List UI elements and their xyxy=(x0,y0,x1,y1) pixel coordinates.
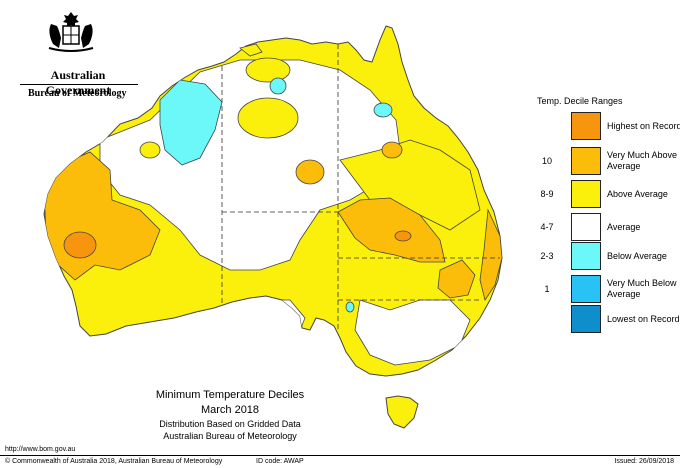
legend-swatch xyxy=(571,213,601,241)
region-below-average-kimberley xyxy=(159,79,223,166)
legend-label: Very Much Below Average xyxy=(607,278,677,299)
legend-item: 10 Very Much Above Average xyxy=(537,147,677,175)
logo-divider xyxy=(20,84,138,85)
legend-range: 2-3 xyxy=(540,251,554,261)
map-title-block: Minimum Temperature Deciles March 2018 D… xyxy=(130,388,330,442)
legend-item: Highest on Record xyxy=(537,112,680,140)
region-above-nt xyxy=(237,97,299,139)
region-very-much-above-se xyxy=(437,259,476,299)
tasmania xyxy=(385,395,419,429)
legend-item: 8-9 Above Average xyxy=(537,180,677,208)
region-very-much-above-cape xyxy=(381,141,403,159)
copyright-text: © Commonwealth of Australia 2018, Austra… xyxy=(5,458,223,465)
legend-swatch xyxy=(571,305,601,333)
coat-of-arms-icon xyxy=(48,12,93,52)
legend-item: 2-3 Below Average xyxy=(537,242,677,270)
legend-label: Below Average xyxy=(607,250,667,261)
legend-swatch xyxy=(571,242,601,270)
region-record-high-wa xyxy=(63,231,97,259)
melville-island xyxy=(239,43,263,57)
id-code: ID code: AWAP xyxy=(256,458,304,465)
legend-title: Temp. Decile Ranges xyxy=(537,96,623,106)
map-period: March 2018 xyxy=(200,404,260,416)
legend-swatch xyxy=(571,112,601,140)
region-very-much-above-east xyxy=(337,197,446,263)
region-average-southeast xyxy=(354,299,471,366)
legend-range: 10 xyxy=(541,156,552,166)
legend-range: 1 xyxy=(544,284,550,294)
map-subtitle-2: Australian Bureau of Meteorology xyxy=(163,431,297,441)
legend-label: Above Average xyxy=(607,188,668,199)
map-title: Minimum Temperature Deciles xyxy=(155,389,305,401)
legend-swatch xyxy=(571,180,601,208)
bom-url: http://www.bom.gov.au xyxy=(5,446,76,453)
legend-item: 1 Very Much Below Average xyxy=(537,275,677,303)
legend-swatch xyxy=(571,147,601,175)
region-below-average-sa xyxy=(345,301,355,313)
legend-label: Very Much Above Average xyxy=(607,150,678,171)
state-borders xyxy=(221,44,500,332)
region-below-average-cape xyxy=(373,102,393,118)
issued-date: Issued: 26/09/2018 xyxy=(614,458,674,465)
bureau-name: Bureau of Meteorology xyxy=(28,88,127,99)
legend-item: 4-7 Average xyxy=(537,213,677,241)
legend-label: Average xyxy=(607,221,641,232)
region-above-wa-north xyxy=(139,141,161,159)
region-record-high-east xyxy=(394,230,412,242)
footer: © Commonwealth of Australia 2018, Austra… xyxy=(0,455,680,468)
map-subtitle-1: Distribution Based on Gridded Data xyxy=(159,419,301,429)
legend-range: 8-9 xyxy=(540,189,554,199)
region-very-much-above-qld xyxy=(295,159,325,185)
gov-logo: Australian Government Bureau of Meteorol… xyxy=(8,8,138,99)
region-below-average-nt xyxy=(269,77,287,95)
legend-range: 4-7 xyxy=(540,222,554,232)
legend-swatch xyxy=(571,275,601,303)
legend-label: Lowest on Record xyxy=(607,313,680,324)
region-above-top xyxy=(245,57,291,83)
legend-label: Highest on Record xyxy=(607,120,680,131)
government-name: Australian Government xyxy=(45,68,111,97)
legend-item: Lowest on Record xyxy=(537,305,680,333)
